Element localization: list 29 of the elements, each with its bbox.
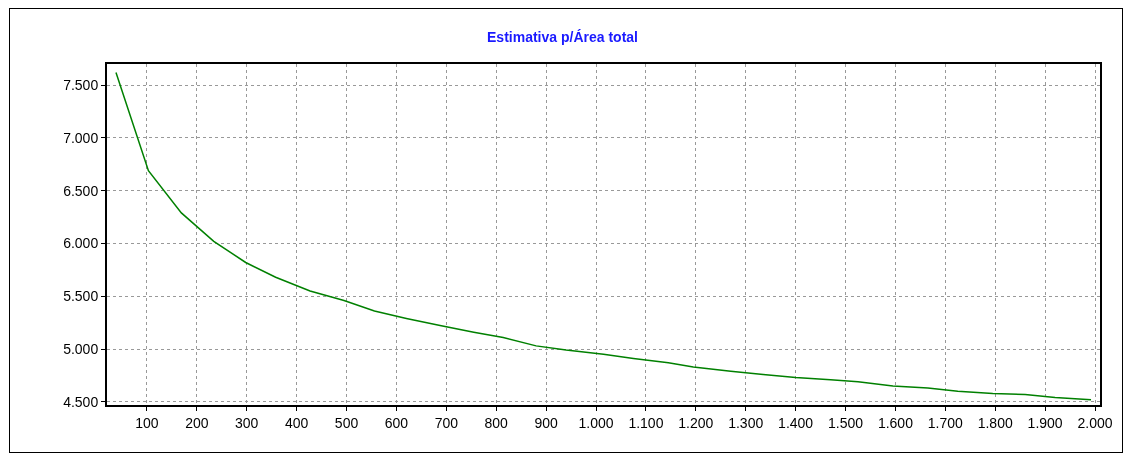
- x-tick-label: 2.000: [1077, 414, 1113, 431]
- x-tick-label: 300: [235, 414, 259, 431]
- y-tick-label: 4.500: [63, 393, 99, 410]
- x-tick-label: 400: [284, 414, 309, 431]
- x-tick-label: 900: [534, 414, 559, 431]
- x-tick-label: 200: [185, 414, 209, 431]
- y-tick-label: 5.500: [63, 288, 99, 305]
- x-tick-label: 1.200: [678, 414, 714, 431]
- x-tick-label: 1.500: [827, 414, 864, 431]
- x-tick-label: 1.600: [877, 414, 914, 431]
- x-tick-label: 1.000: [578, 414, 614, 431]
- chart-title: Estimativa p/Área total: [487, 28, 638, 45]
- line-series: [115, 71, 1092, 401]
- y-tick-label: 7.500: [63, 77, 99, 94]
- x-tick-label: 1.700: [927, 414, 964, 431]
- x-tick-label: 1.400: [778, 414, 814, 431]
- x-tick-label: 600: [384, 414, 409, 431]
- x-tick-label: 100: [135, 414, 159, 431]
- x-tick-label: 500: [334, 414, 359, 431]
- y-tick-label: 6.000: [63, 235, 99, 252]
- x-tick-label: 1.800: [977, 414, 1013, 431]
- y-tick-label: 6.500: [63, 182, 99, 199]
- x-tick-label: 1.300: [728, 414, 764, 431]
- y-tick-label: 5.000: [63, 340, 99, 357]
- x-tick-label: 1.100: [628, 414, 664, 431]
- x-tick-label: 700: [434, 414, 459, 431]
- x-tick-label: 800: [484, 414, 509, 431]
- x-tick-label: 1.900: [1027, 414, 1063, 431]
- y-tick-label: 7.000: [63, 129, 99, 146]
